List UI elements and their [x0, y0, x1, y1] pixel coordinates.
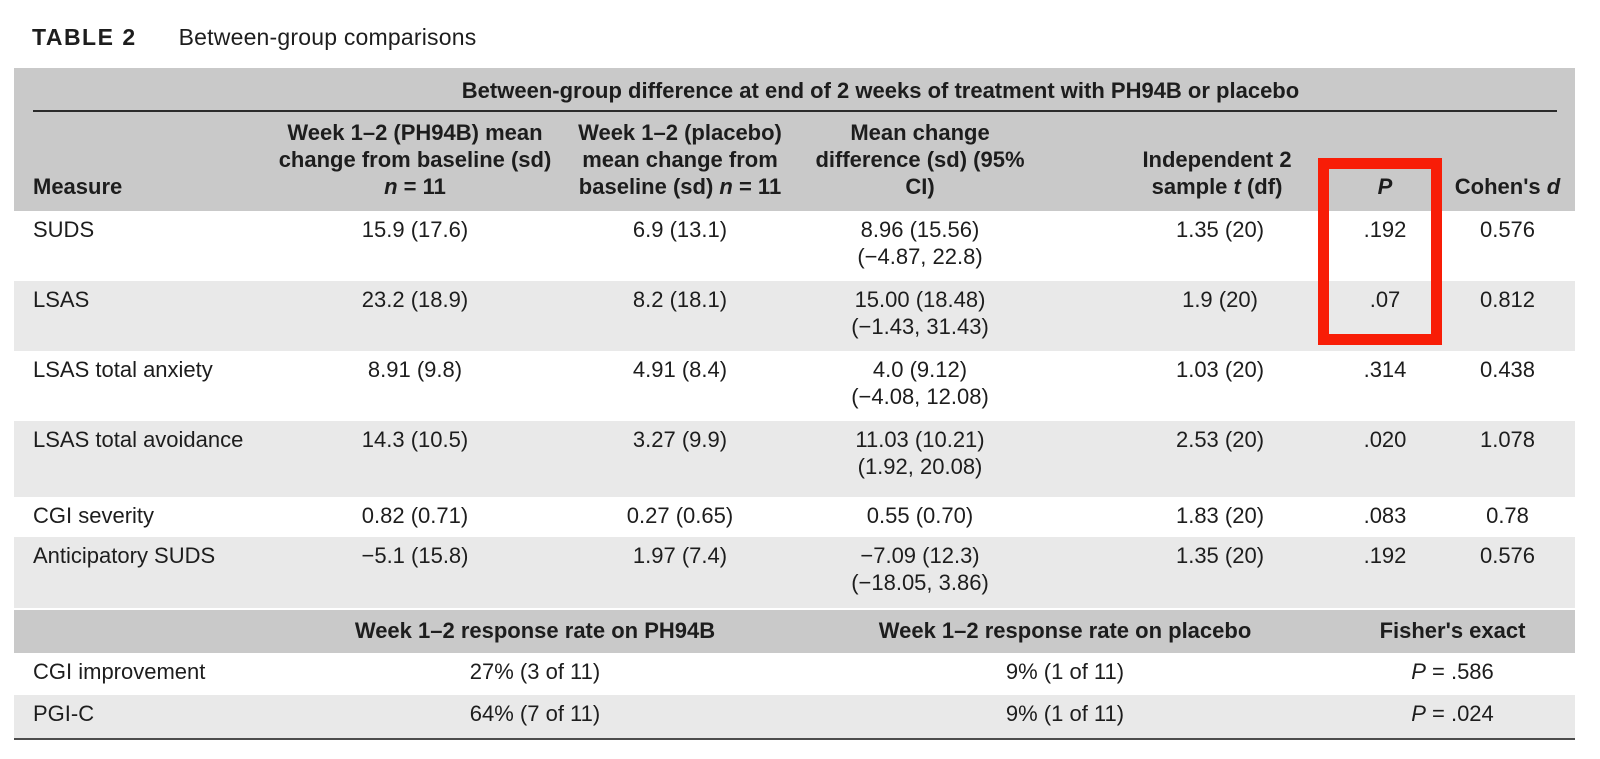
cell-t-df: 1.03 (20)	[1175, 357, 1265, 382]
cell-measure: SUDS	[33, 217, 95, 242]
cell-fisher-p: P = .586	[1411, 659, 1494, 684]
cell-ph94b-change: 14.3 (10.5)	[361, 427, 469, 452]
cell-measure: PGI-C	[33, 701, 95, 726]
subheader-placebo-response: Week 1–2 response rate on placebo	[878, 618, 1252, 643]
cell-mean-diff: 15.00 (18.48) (−1.43, 31.43)	[851, 287, 989, 339]
cell-t-df: 1.35 (20)	[1175, 217, 1265, 242]
table-number: TABLE 2	[32, 24, 137, 50]
cell-placebo-change: 1.97 (7.4)	[632, 543, 728, 568]
cell-cohens-d: 0.812	[1479, 287, 1536, 312]
col-header-independent-t: Independent 2 sample t (df)	[1142, 147, 1292, 199]
cell-ph94b-change: 15.9 (17.6)	[361, 217, 469, 242]
cell-mean-diff: 8.96 (15.56) (−4.87, 22.8)	[857, 217, 983, 269]
cell-placebo-change: 6.9 (13.1)	[632, 217, 728, 242]
cell-t-df: 1.83 (20)	[1175, 503, 1265, 528]
col-header-placebo-change: Week 1–2 (placebo) mean change from base…	[578, 120, 782, 199]
between-group-comparisons-table: Between-group difference at end of 2 wee…	[14, 68, 1575, 740]
col-header-cohens-d: Cohen's d	[1454, 174, 1561, 199]
cell-placebo-change: 0.27 (0.65)	[626, 503, 734, 528]
cell-p-value: .083	[1363, 503, 1407, 528]
table-row-cgi-improvement: CGI improvement 27% (3 of 11) 9% (1 of 1…	[14, 653, 1575, 695]
header-divider-rule	[33, 110, 1557, 112]
cell-t-df: 2.53 (20)	[1175, 427, 1265, 452]
cell-ph94b-change: 23.2 (18.9)	[361, 287, 469, 312]
cell-fisher-p: P = .024	[1411, 701, 1494, 726]
table-row-anticipatory-suds: Anticipatory SUDS −5.1 (15.8) 1.97 (7.4)…	[14, 537, 1575, 608]
subheader-ph94b-response: Week 1–2 response rate on PH94B	[354, 618, 716, 643]
table-row-suds: SUDS 15.9 (17.6) 6.9 (13.1) 8.96 (15.56)…	[14, 211, 1575, 281]
table-title: TABLE 2 Between-group comparisons	[32, 24, 476, 51]
cell-p-value: .020	[1363, 427, 1407, 452]
cell-mean-diff: 11.03 (10.21) (1.92, 20.08)	[855, 427, 985, 479]
cell-measure: LSAS total anxiety	[33, 357, 213, 382]
response-rate-header-band: Week 1–2 response rate on PH94B Week 1–2…	[14, 608, 1575, 653]
table-header-band: Between-group difference at end of 2 wee…	[14, 68, 1575, 211]
cell-measure: LSAS total avoidance	[33, 427, 244, 452]
cell-placebo-response: 9% (1 of 11)	[1005, 701, 1125, 726]
col-header-p: P	[1377, 174, 1393, 199]
table-row-lsas: LSAS 23.2 (18.9) 8.2 (18.1) 15.00 (18.48…	[14, 281, 1575, 351]
spanning-header: Between-group difference at end of 2 wee…	[461, 78, 1300, 103]
col-header-mean-diff: Mean change difference (sd) (95% CI)	[815, 120, 1025, 199]
cell-measure: CGI severity	[33, 503, 155, 528]
cell-p-value: .192	[1363, 543, 1407, 568]
cell-p-value: .192	[1363, 217, 1407, 242]
table-row-lsas-total-avoidance: LSAS total avoidance 14.3 (10.5) 3.27 (9…	[14, 421, 1575, 497]
cell-ph94b-change: 0.82 (0.71)	[361, 503, 469, 528]
cell-placebo-change: 3.27 (9.9)	[632, 427, 728, 452]
cell-ph94b-change: −5.1 (15.8)	[361, 543, 469, 568]
cell-cohens-d: 1.078	[1479, 427, 1536, 452]
col-header-ph94b-change: Week 1–2 (PH94B) mean change from baseli…	[278, 120, 552, 199]
cell-p-value: .07	[1369, 287, 1401, 312]
col-header-measure: Measure	[33, 174, 123, 199]
cell-mean-diff: 4.0 (9.12) (−4.08, 12.08)	[851, 357, 989, 409]
table-row-pgi-c: PGI-C 64% (7 of 11) 9% (1 of 11) P = .02…	[14, 695, 1575, 738]
cell-measure: CGI improvement	[33, 659, 206, 684]
cell-mean-diff: −7.09 (12.3) (−18.05, 3.86)	[851, 543, 989, 595]
cell-placebo-change: 4.91 (8.4)	[632, 357, 728, 382]
cell-measure: Anticipatory SUDS	[33, 543, 216, 568]
table-caption: Between-group comparisons	[178, 24, 477, 50]
cell-t-df: 1.9 (20)	[1182, 287, 1258, 312]
cell-cohens-d: 0.78	[1486, 503, 1529, 528]
cell-cohens-d: 0.576	[1479, 217, 1536, 242]
cell-ph94b-change: 8.91 (9.8)	[367, 357, 463, 382]
cell-ph94b-response: 27% (3 of 11)	[469, 659, 601, 684]
cell-t-df: 1.35 (20)	[1175, 543, 1265, 568]
cell-ph94b-response: 64% (7 of 11)	[469, 701, 601, 726]
cell-placebo-response: 9% (1 of 11)	[1005, 659, 1125, 684]
subheader-fishers-exact: Fisher's exact	[1379, 618, 1526, 643]
cell-p-value: .314	[1363, 357, 1407, 382]
cell-placebo-change: 8.2 (18.1)	[632, 287, 728, 312]
table-row-lsas-total-anxiety: LSAS total anxiety 8.91 (9.8) 4.91 (8.4)…	[14, 351, 1575, 421]
subheader-empty	[14, 631, 270, 633]
cell-cohens-d: 0.438	[1479, 357, 1536, 382]
column-header-row: Measure Week 1–2 (PH94B) mean change fro…	[14, 112, 1575, 211]
table-bottom-rule	[14, 738, 1575, 740]
table-row-cgi-severity: CGI severity 0.82 (0.71) 0.27 (0.65) 0.5…	[14, 497, 1575, 537]
cell-measure: LSAS	[33, 287, 90, 312]
cell-cohens-d: 0.576	[1479, 543, 1536, 568]
cell-mean-diff: 0.55 (0.70)	[866, 503, 974, 528]
